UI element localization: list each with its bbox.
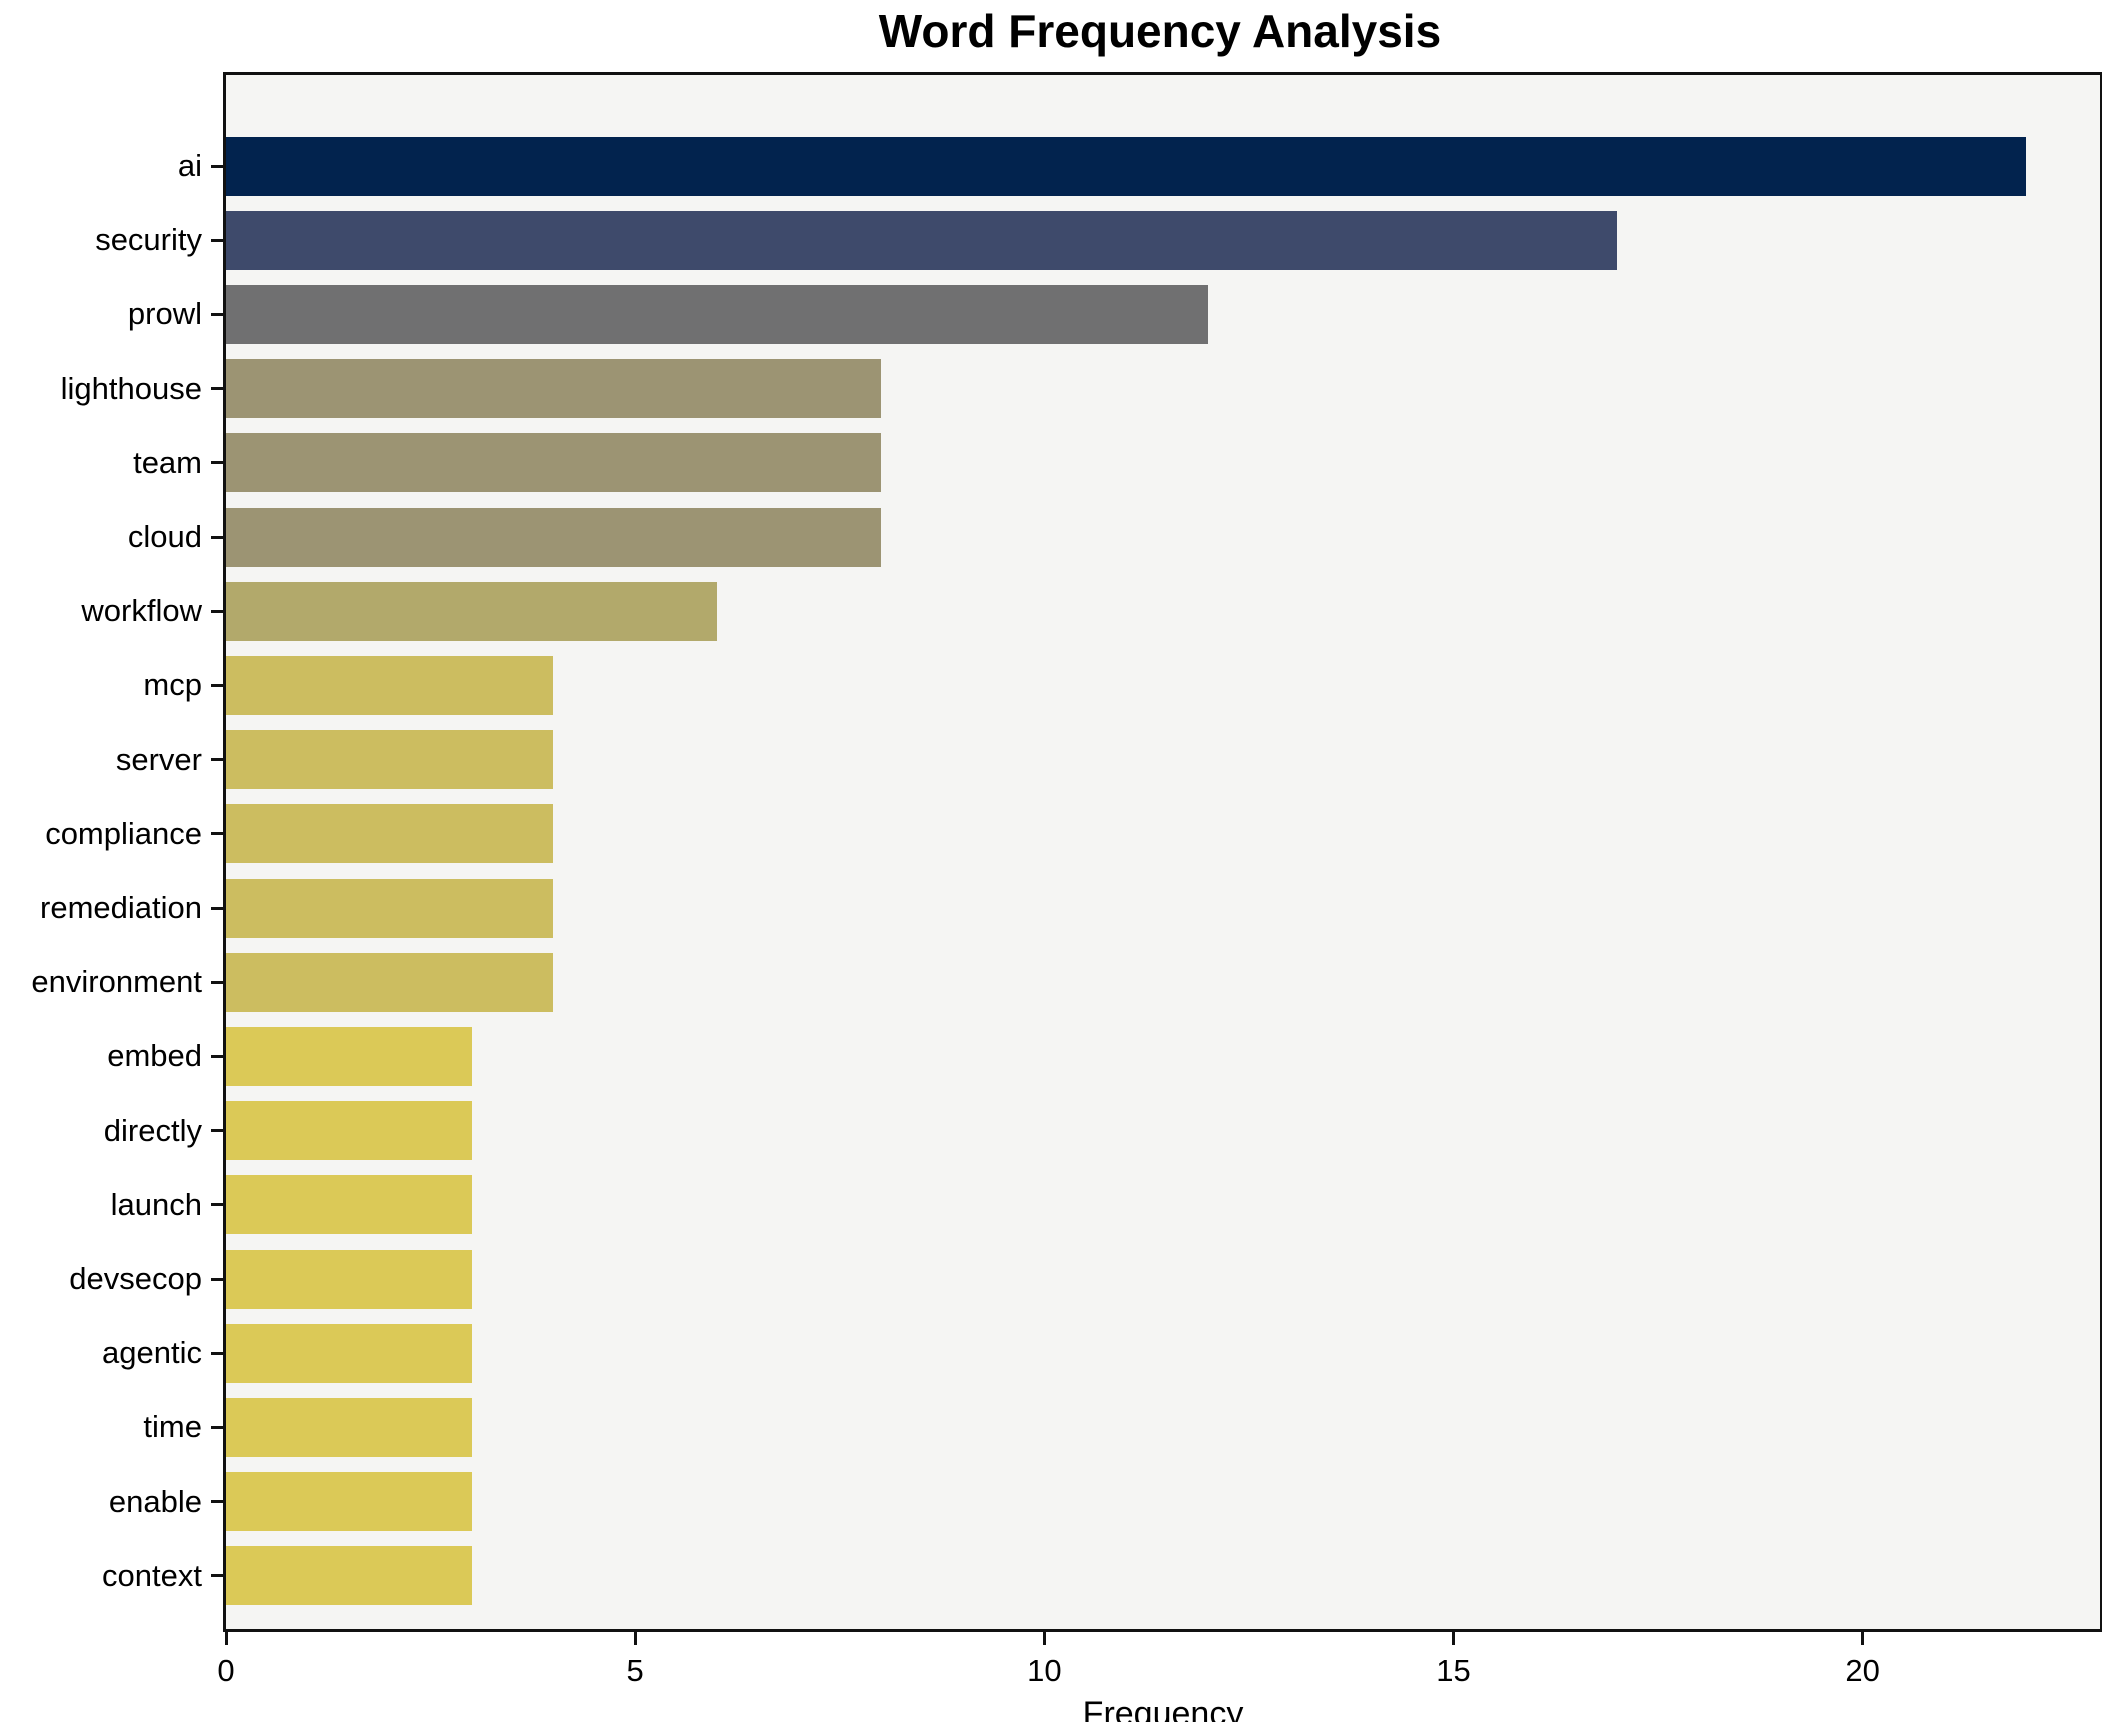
- y-tick-label-embed: embed: [107, 1038, 202, 1074]
- x-tick-mark: [1861, 1632, 1865, 1645]
- y-tick-mark: [211, 1351, 223, 1355]
- y-tick-label-prowl: prowl: [127, 296, 202, 332]
- y-tick-mark: [211, 906, 223, 910]
- bar-embed: [226, 1026, 472, 1086]
- y-tick-mark: [211, 758, 223, 762]
- bar-directly: [226, 1101, 472, 1161]
- y-tick-label-mcp: mcp: [143, 667, 202, 703]
- plot-area: Frequency ai security prowl lighthouse team c…: [31, 72, 2102, 1722]
- x-tick-label-5: 5: [626, 1653, 644, 1688]
- bar-remediation: [226, 878, 554, 938]
- bar-launch: [226, 1175, 472, 1235]
- y-tick-label-context: context: [102, 1557, 202, 1593]
- y-tick-mark: [211, 535, 223, 539]
- y-tick-label-directly: directly: [103, 1112, 202, 1148]
- bar-prowl: [226, 284, 1208, 344]
- y-tick-mark: [211, 683, 223, 687]
- y-tick-mark: [211, 1203, 223, 1207]
- y-tick-label-ai: ai: [177, 148, 202, 183]
- bar-cloud: [226, 507, 881, 567]
- y-tick-label-compliance: compliance: [45, 815, 202, 851]
- bar-server: [226, 730, 554, 790]
- bar-agentic: [226, 1323, 472, 1383]
- y-tick-mark: [211, 1129, 223, 1133]
- y-tick-label-server: server: [115, 741, 202, 777]
- y-tick-label-security: security: [95, 222, 202, 258]
- bar-workflow: [226, 581, 717, 641]
- y-tick-mark: [211, 164, 223, 168]
- y-tick-label-enable: enable: [108, 1483, 202, 1519]
- bar-enable: [226, 1472, 472, 1532]
- bar-devsecop: [226, 1249, 472, 1309]
- y-tick-label-remediation: remediation: [40, 890, 202, 925]
- y-tick-mark: [211, 461, 223, 465]
- y-tick-mark: [211, 980, 223, 984]
- y-tick-label-time: time: [143, 1409, 202, 1445]
- bar-lighthouse: [226, 359, 881, 419]
- x-tick-mark: [224, 1632, 228, 1645]
- x-tick-label-15: 15: [1436, 1653, 1471, 1688]
- y-tick-mark: [211, 1054, 223, 1058]
- y-tick-mark: [211, 1277, 223, 1281]
- bar-team: [226, 433, 881, 493]
- x-tick-label-10: 10: [1027, 1653, 1062, 1688]
- x-tick-label-0: 0: [217, 1653, 235, 1688]
- bar-context: [226, 1546, 472, 1606]
- y-tick-mark: [211, 387, 223, 391]
- y-tick-mark: [211, 238, 223, 242]
- x-tick-label-20: 20: [1845, 1653, 1880, 1688]
- bar-compliance: [226, 804, 554, 864]
- y-tick-label-workflow: workflow: [81, 593, 202, 629]
- y-tick-label-launch: launch: [110, 1186, 202, 1222]
- y-tick-mark: [211, 1500, 223, 1504]
- y-tick-label-agentic: agentic: [102, 1335, 202, 1371]
- bar-environment: [226, 952, 554, 1012]
- y-tick-mark: [211, 609, 223, 613]
- y-tick-mark: [211, 832, 223, 836]
- x-tick-mark: [633, 1632, 637, 1645]
- y-tick-label-cloud: cloud: [127, 519, 202, 554]
- y-tick-label-devsecop: devsecop: [69, 1261, 202, 1296]
- y-tick-mark: [211, 1425, 223, 1429]
- x-tick-mark: [1042, 1632, 1046, 1645]
- y-tick-label-lighthouse: lighthouse: [60, 370, 202, 406]
- bar-ai: [226, 136, 2027, 196]
- y-tick-label-team: team: [133, 444, 202, 480]
- x-axis-title: Frequency: [1082, 1695, 1244, 1722]
- y-tick-mark: [211, 1574, 223, 1578]
- y-tick-mark: [211, 312, 223, 316]
- x-tick-mark: [1452, 1632, 1455, 1645]
- bar-mcp: [226, 655, 554, 715]
- chart-title: Word Frequency Analysis: [878, 5, 1442, 57]
- bar-security: [226, 210, 1618, 270]
- y-tick-label-environment: environment: [31, 964, 202, 1000]
- bar-time: [226, 1397, 472, 1457]
